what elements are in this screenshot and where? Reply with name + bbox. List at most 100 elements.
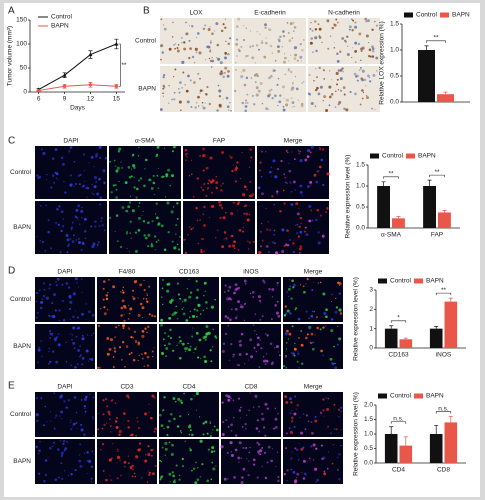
micrograph-speck [188,295,192,299]
micrograph-speck [226,74,230,78]
panel-label: B [143,6,150,17]
micrograph-speck [109,425,112,428]
micrograph-speck [91,334,93,337]
micrograph-speck [129,466,133,469]
micrograph-speck [92,434,95,437]
error-bar [434,424,439,434]
micrograph-speck [300,343,304,347]
micrograph-speck [258,48,261,51]
micrograph-speck [108,413,111,416]
micrograph-speck [186,155,188,158]
micrograph-speck [112,399,114,401]
micrograph-speck [187,234,189,236]
micrograph-speck [128,201,132,204]
micrograph-speck [277,50,279,52]
micrograph-speck [274,407,277,410]
micrograph-speck [300,431,304,435]
micrograph-speck [86,459,89,462]
micrograph-speck [81,334,84,337]
micrograph-speck [146,292,148,294]
micrograph-speck [233,247,236,249]
micrograph-speck [302,446,305,449]
micrograph-speck [175,305,178,308]
micrograph-speck [155,202,158,205]
micrograph-speck [312,443,316,447]
micrograph-speck [245,212,249,216]
micrograph-speck [213,425,216,428]
micrograph-speck [171,98,173,101]
micrograph-speck [104,157,107,160]
micrograph-speck [67,474,70,477]
micrograph-speck [195,409,197,411]
micrograph-speck [335,71,339,76]
micrograph-speck [330,432,332,435]
micrograph-speck [52,350,55,353]
micrograph-speck [234,283,238,287]
micrograph-speck [58,309,61,312]
micrograph-speck [281,249,285,253]
x-tick-label: 9 [63,96,67,103]
micrograph-speck [40,340,42,342]
micrograph-speck [185,89,189,93]
legend-swatch [414,393,423,399]
micrograph-speck [227,425,230,428]
micrograph-speck [334,90,337,93]
micrograph-speck [134,231,138,234]
significance: ** [441,287,447,294]
micrograph-speck [222,98,224,100]
micrograph-speck [78,459,82,463]
micrograph-speck [41,355,43,358]
micrograph-speck [88,360,90,362]
micrograph-speck [57,343,61,347]
legend-label: Control [416,12,438,19]
bar [444,301,458,348]
micrograph-speck [48,350,50,353]
micrograph-speck [202,433,205,436]
micrograph-speck [270,459,274,463]
micrograph-speck [171,471,174,474]
micrograph-speck [146,294,148,296]
micrograph-speck [189,310,191,312]
data-point [62,84,67,88]
micrograph-speck [241,476,244,479]
micrograph-speck [202,238,204,240]
micrograph-speck [121,340,125,344]
micrograph-speck [176,344,178,346]
micrograph-speck [258,405,261,408]
micrograph-speck [337,103,340,106]
micrograph-speck [172,474,175,478]
micrograph-speck [132,164,136,168]
micrograph-speck [140,476,143,479]
micrograph-speck [306,277,309,279]
micrograph-speck [225,96,229,100]
micrograph-speck [81,356,85,360]
micrograph-speck [283,97,285,99]
micrograph-speck [292,83,294,85]
micrograph-speck [310,314,314,318]
micrograph-speck [201,238,203,240]
micrograph-speck [235,61,237,64]
micrograph-speck [249,180,252,183]
micrograph-speck [140,353,143,356]
micrograph [159,439,219,484]
micrograph-speck [161,287,164,290]
micrograph-speck [96,243,99,246]
micrograph-speck [62,319,66,322]
micrograph-speck [303,472,307,476]
micrograph [35,277,95,322]
micrograph-speck [249,45,252,48]
micrograph-speck [240,71,243,73]
micrograph-speck [51,157,55,160]
micrograph-speck [226,297,230,301]
micrograph-speck [202,147,205,151]
micrograph-speck [73,347,76,349]
micrograph-speck [77,349,80,352]
micrograph-speck [221,401,224,404]
micrograph-speck [283,173,286,176]
micrograph-speck [229,155,233,159]
micrograph-speck [152,181,156,185]
image-column-label: E-cadherin [254,10,286,17]
micrograph-speck [188,348,191,352]
micrograph-speck [365,34,369,38]
micrograph-speck [146,244,150,248]
